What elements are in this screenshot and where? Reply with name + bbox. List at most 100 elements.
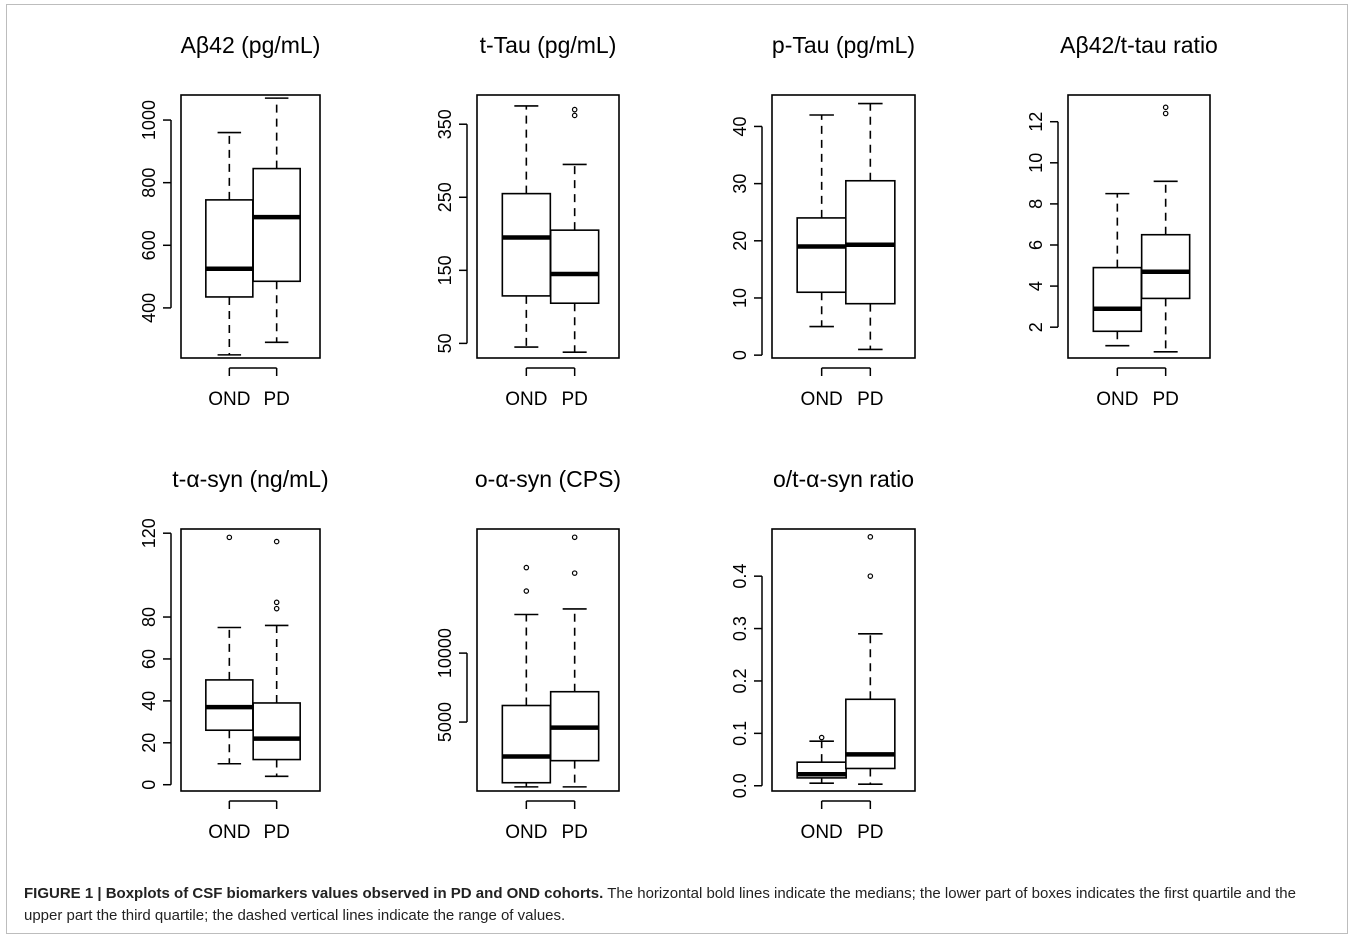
iqr-box — [205, 199, 254, 298]
outlier-point — [273, 599, 280, 606]
x-tick-label: OND — [208, 389, 250, 410]
iqr-box — [252, 702, 301, 761]
box-pd: PD — [1140, 104, 1191, 410]
x-tick-label: PD — [857, 389, 883, 410]
y-tick-label: 40 — [139, 691, 159, 711]
plot-frame — [771, 528, 916, 792]
caption-label: FIGURE 1 | Boxplots of CSF biomarkers va… — [24, 885, 604, 902]
outlier-point — [571, 570, 578, 576]
plot-frame — [180, 528, 321, 792]
outlier-point — [523, 564, 530, 571]
figure-frame — [6, 4, 1348, 934]
y-tick-label: 40 — [730, 116, 750, 136]
y-tick-label: 250 — [435, 182, 455, 212]
iqr-box — [501, 704, 552, 784]
iqr-box — [252, 167, 301, 283]
iqr-box — [501, 192, 552, 297]
outlier-point — [1162, 110, 1169, 117]
panel-2: t-Tau (pg/mL) 50 150 250 350 OND PD — [435, 32, 620, 410]
box-ond: OND — [796, 114, 847, 410]
y-tick-label: 10 — [1026, 153, 1046, 173]
y-tick-label: 6 — [1026, 240, 1046, 250]
y-tick-label: 10000 — [435, 628, 455, 678]
iqr-box — [1140, 233, 1191, 300]
x-tick-label: PD — [561, 389, 587, 410]
y-tick-label: 350 — [435, 109, 455, 139]
iqr-box — [845, 698, 896, 770]
y-tick-label: 4 — [1026, 281, 1046, 291]
y-tick-label: 0 — [139, 780, 159, 790]
outlier-point — [1162, 104, 1169, 111]
x-tick-label: OND — [505, 389, 547, 410]
x-tick-label: PD — [263, 822, 289, 843]
panel-7: o/t-α-syn ratio 0.0 0.1 0.2 0.3 0.4 OND PD — [730, 466, 916, 843]
box-pd: PD — [845, 102, 896, 410]
x-tick-label: OND — [505, 822, 547, 843]
box-pd: PD — [549, 106, 600, 410]
box-pd: PD — [845, 534, 896, 843]
panel-title: p-Tau (pg/mL) — [772, 32, 915, 58]
y-tick-label: 20 — [139, 733, 159, 753]
y-tick-label: 0 — [730, 350, 750, 360]
outlier-point — [571, 534, 578, 541]
plot-frame — [771, 94, 916, 359]
x-tick-label: OND — [208, 822, 250, 843]
x-tick-label: OND — [1096, 389, 1138, 410]
y-tick-label: 50 — [435, 333, 455, 353]
y-tick-label: 10 — [730, 288, 750, 308]
x-tick-label: OND — [801, 389, 843, 410]
outlier-point — [867, 573, 874, 579]
y-tick-label: 600 — [139, 230, 159, 260]
outlier-point — [571, 106, 578, 113]
panel-5: t-α-syn (ng/mL) 0 20 40 60 80 120 OND PD — [139, 466, 329, 843]
panel-6: o-α-syn (CPS) 5000 10000 OND PD — [435, 466, 621, 843]
y-tick-label: 0.3 — [730, 616, 750, 641]
box-ond: OND — [205, 534, 254, 843]
y-tick-label: 120 — [139, 518, 159, 548]
panel-1: Aβ42 (pg/mL) 400 600 800 1000 OND PD — [139, 32, 321, 410]
y-tick-label: 2 — [1026, 322, 1046, 332]
outlier-point — [273, 538, 280, 545]
plot-frame — [476, 528, 620, 792]
plot-frame — [476, 94, 620, 359]
y-tick-label: 0.0 — [730, 773, 750, 798]
box-ond: OND — [796, 734, 847, 843]
y-tick-label: 0.2 — [730, 668, 750, 693]
x-tick-label: PD — [857, 822, 883, 843]
y-tick-label: 5000 — [435, 702, 455, 742]
x-tick-label: PD — [561, 822, 587, 843]
x-tick-label: PD — [1152, 389, 1178, 410]
x-tick-label: PD — [263, 389, 289, 410]
panel-title: o/t-α-syn ratio — [773, 466, 914, 492]
box-pd: PD — [549, 534, 600, 843]
x-tick-label: OND — [801, 822, 843, 843]
caption-text: The horizontal bold lines indicate the m… — [24, 885, 1296, 924]
outlier-point — [571, 112, 578, 119]
iqr-box — [796, 217, 847, 294]
panel-title: t-Tau (pg/mL) — [480, 32, 617, 58]
y-tick-label: 8 — [1026, 199, 1046, 209]
box-ond: OND — [501, 105, 552, 410]
panel-title: o-α-syn (CPS) — [475, 466, 621, 492]
plot-frame — [180, 94, 321, 359]
panel-title: Aβ42/t-tau ratio — [1060, 32, 1218, 58]
outlier-point — [523, 588, 530, 594]
panel-4: Aβ42/t-tau ratio 2 4 6 8 10 12 OND PD — [1026, 32, 1218, 410]
figure-caption: FIGURE 1 | Boxplots of CSF biomarkers va… — [24, 883, 1329, 927]
y-tick-label: 20 — [730, 231, 750, 251]
y-tick-label: 1000 — [139, 100, 159, 140]
box-ond: OND — [501, 564, 552, 843]
y-tick-label: 800 — [139, 168, 159, 198]
plot-frame — [1067, 94, 1211, 359]
box-pd: PD — [252, 97, 301, 410]
panel-3: p-Tau (pg/mL) 0 10 20 30 40 OND PD — [730, 32, 916, 410]
y-tick-label: 400 — [139, 293, 159, 323]
y-tick-label: 0.1 — [730, 721, 750, 746]
outlier-point — [273, 605, 280, 612]
iqr-box — [549, 229, 600, 305]
y-tick-label: 60 — [139, 649, 159, 669]
y-tick-label: 150 — [435, 255, 455, 285]
y-tick-label: 30 — [730, 174, 750, 194]
y-tick-label: 0.4 — [730, 564, 750, 589]
